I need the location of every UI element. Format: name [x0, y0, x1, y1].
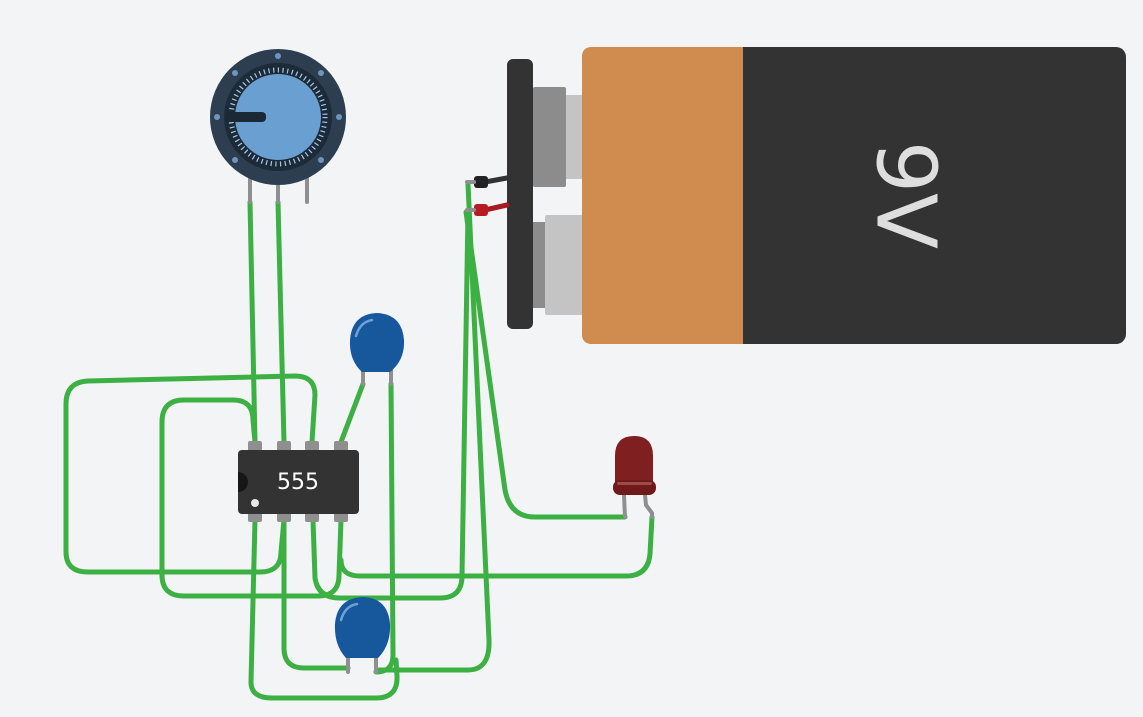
dial-icon: [226, 112, 266, 122]
ic-pin1-dot: [251, 499, 259, 507]
ic-pins-top: [248, 441, 348, 451]
capacitor-bottom[interactable]: [334, 597, 391, 674]
battery-lead-black[interactable]: [465, 175, 510, 188]
led-dome: [615, 436, 653, 484]
pot-screws: [214, 53, 342, 163]
ic-label: 555: [277, 470, 319, 495]
cap-top-body: [349, 313, 405, 372]
battery-terminal-positive-cap: [545, 215, 585, 315]
battery-terminal-positive-base: [533, 222, 547, 308]
timer-ic-555[interactable]: 555: [238, 441, 359, 522]
capacitor-top[interactable]: [349, 313, 405, 386]
wire-pot-wiper-to-pin7[interactable]: [275, 199, 287, 445]
pot-knob[interactable]: [235, 74, 321, 160]
cap-bottom-shine: [339, 602, 359, 622]
cap-top-shine: [354, 318, 374, 338]
led-rim-highlight: [617, 482, 652, 485]
led-leg-anode: [643, 493, 654, 519]
led-leg-cathode: [622, 493, 627, 519]
wires: [63, 181, 655, 701]
battery-terminal-negative-base: [533, 87, 566, 187]
wire-led-to-rail[interactable]: [338, 514, 655, 579]
potentiometer[interactable]: [210, 49, 346, 204]
wire-pin3-to-battery[interactable]: [310, 209, 471, 601]
wire-pin2-loop[interactable]: [281, 517, 351, 671]
battery-terminal-negative-cap: [566, 95, 586, 179]
wire-pin1-to-ground[interactable]: [248, 517, 400, 701]
wire-battery-to-cap[interactable]: [375, 181, 492, 673]
battery-band: [582, 47, 743, 344]
wire-battery-to-led[interactable]: [463, 209, 628, 520]
battery-lead-red[interactable]: [465, 202, 510, 216]
wire-pot-to-pin8[interactable]: [247, 199, 258, 445]
ic-pins-bottom: [248, 512, 348, 522]
battery-9v[interactable]: 9V: [465, 47, 1126, 344]
battery-connector-clip: [507, 59, 533, 329]
cap-bottom-body: [334, 597, 391, 658]
wire-loop-outer[interactable]: [63, 373, 318, 575]
wire-cap-top-to-pin5[interactable]: [338, 381, 366, 445]
ic-notch: [238, 472, 248, 492]
pot-tick-ring: [228, 67, 328, 167]
led-red[interactable]: [613, 436, 656, 519]
ic-body: [238, 450, 359, 514]
battery-label: 9V: [858, 141, 953, 249]
